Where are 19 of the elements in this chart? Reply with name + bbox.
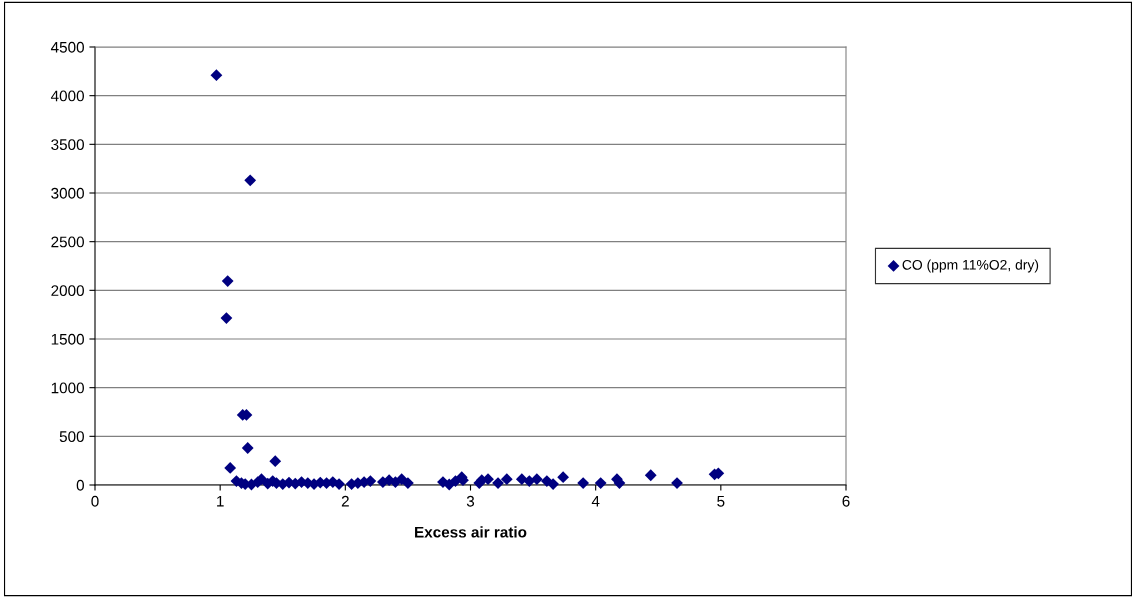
- y-tick-label: 3500: [51, 139, 84, 151]
- y-tick-label: 0: [76, 479, 84, 491]
- y-tick-label: 1000: [51, 382, 84, 394]
- y-tick-label: 4000: [50, 90, 84, 102]
- y-tick-label: 3000: [51, 187, 84, 199]
- y-tick-label: 2000: [51, 285, 84, 297]
- x-tick-label: 3: [466, 495, 475, 507]
- x-tick-label: 0: [91, 495, 99, 507]
- x-axis-title: Excess air ratio: [415, 526, 527, 538]
- y-tick-label: 500: [59, 431, 84, 443]
- y-tick-label: 1500: [51, 333, 84, 345]
- y-tick-label: 2500: [51, 236, 84, 248]
- x-tick-label: 2: [341, 495, 349, 507]
- x-tick-label: 5: [717, 495, 725, 507]
- y-tick-label: 4500: [50, 41, 84, 53]
- x-tick-label: 1: [217, 495, 224, 507]
- x-tick-label: 6: [842, 495, 850, 507]
- legend-label: CO (ppm 11%O2, dry): [902, 259, 1039, 273]
- x-tick-label: 4: [591, 495, 600, 507]
